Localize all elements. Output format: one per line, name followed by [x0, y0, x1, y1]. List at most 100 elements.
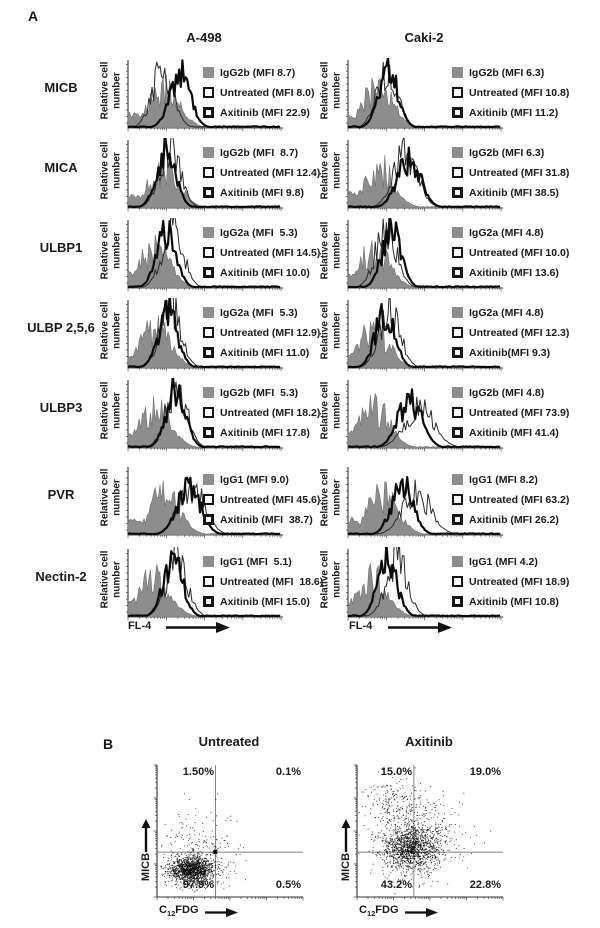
legend-label: Axitinib (MFI 10.0) — [220, 266, 310, 279]
marker-label: ULBP 2,5,6 — [27, 320, 95, 335]
legend: IgG1 (MFI 4.2) Untreated (MFI 18.9) Axitin… — [452, 555, 569, 615]
legend-swatch-axitinib-icon — [452, 347, 463, 358]
legend-swatch-isotype-icon — [203, 227, 214, 238]
y-axis-label-line1: Relative cell — [99, 141, 111, 200]
legend-swatch-axitinib-icon — [203, 107, 214, 118]
legend-entry: IgG1 (MFI 5.1) — [203, 555, 323, 568]
legend-swatch-untreated-icon — [452, 167, 463, 178]
legend-label: Axitinib (MFI 38.5) — [469, 186, 559, 199]
legend-label: Untreated (MFI 12.4) — [220, 166, 321, 179]
legend-swatch-isotype-icon — [452, 67, 463, 78]
y-axis-label-line1: Relative cell — [319, 468, 331, 527]
y-axis-label: Relative cell number — [320, 548, 343, 612]
quadrant-pct-lower-left: 97.9% — [182, 879, 214, 891]
legend-swatch-isotype-icon — [452, 227, 463, 238]
x-axis-label-c12fdg: C12FDG — [359, 904, 399, 919]
histogram-plot — [126, 547, 283, 621]
legend-entry: IgG2a (MFI 4.8) — [452, 306, 569, 319]
y-axis-label-line2: number — [331, 312, 342, 349]
legend-label: IgG2b (MFI 5.3) — [220, 386, 299, 399]
legend: IgG2a (MFI 4.8) Untreated (MFI 12.3) Axiti… — [452, 306, 569, 366]
y-axis-label: Relative cell number — [320, 59, 343, 123]
y-axis-label-line2: number — [331, 561, 342, 598]
legend-entry: Axitinib (MFI 11.0) — [203, 346, 320, 359]
legend-entry: Untreated (MFI 12.3) — [452, 326, 569, 339]
legend-label: Axitinib (MFI 22.9) — [220, 106, 310, 119]
quadrant-pct-lower-left: 43.2% — [380, 879, 412, 891]
legend-entry: Untreated (MFI 10.8) — [452, 86, 569, 99]
legend-label: Untreated (MFI 63.2) — [469, 493, 570, 506]
legend-label: Axitinib (MFI 41.4) — [469, 426, 559, 439]
legend-label: IgG2b (MFI 6.3) — [469, 66, 545, 79]
legend-label: Axitinib (MFI 38.7) — [220, 513, 313, 526]
legend-swatch-axitinib-icon — [452, 514, 463, 525]
histogram-plot — [126, 298, 283, 372]
legend-entry: Untreated (MFI 18.9) — [452, 575, 569, 588]
legend-entry: IgG2b (MFI 5.3) — [203, 386, 320, 399]
legend-swatch-untreated-icon — [203, 247, 214, 258]
legend-swatch-untreated-icon — [203, 327, 214, 338]
legend-entry: Axitinib (MFI 26.2) — [452, 513, 569, 526]
legend-swatch-isotype-icon — [452, 556, 463, 567]
y-axis-label: Relative cell number — [320, 466, 343, 530]
legend-entry: Untreated (MFI 73.9) — [452, 406, 569, 419]
legend-entry: Axitinib (MFI 41.4) — [452, 426, 569, 439]
legend: IgG2a (MFI 4.8) Untreated (MFI 10.0) Axiti… — [452, 226, 569, 286]
legend-swatch-untreated-icon — [203, 494, 214, 505]
legend: IgG2b (MFI 8.7) Untreated (MFI 8.0) Axitin… — [203, 66, 315, 126]
y-axis-label-line1: Relative cell — [99, 301, 111, 360]
y-axis-label: Relative cell number — [100, 139, 123, 203]
legend-entry: Axitinib(MFI 9.3) — [452, 346, 569, 359]
legend-entry: IgG2a (MFI 4.8) — [452, 226, 569, 239]
quadrant-pct-lower-right: 0.5% — [275, 879, 301, 891]
y-axis-label-micb: MICB — [340, 852, 352, 882]
y-axis-label: Relative cell number — [100, 379, 123, 443]
legend-entry: Axitinib (MFI 38.5) — [452, 186, 569, 199]
histogram-plot — [346, 218, 503, 292]
legend-label: IgG2b (MFI 8.7) — [220, 146, 299, 159]
legend: IgG2b (MFI 8.7) Untreated (MFI 12.4) Axiti… — [203, 146, 320, 206]
legend-swatch-axitinib-icon — [452, 267, 463, 278]
column-header-a498: A-498 — [186, 30, 222, 45]
legend-entry: Untreated (MFI 45.6) — [203, 493, 320, 506]
y-axis-label-line1: Relative cell — [319, 141, 331, 200]
legend-swatch-isotype-icon — [452, 147, 463, 158]
histogram-plot — [126, 218, 283, 292]
legend-swatch-axitinib-icon — [203, 347, 214, 358]
legend-entry: Axitinib (MFI 13.6) — [452, 266, 569, 279]
legend-swatch-isotype-icon — [452, 387, 463, 398]
y-axis-label-line1: Relative cell — [319, 301, 331, 360]
legend-label: IgG2a (MFI 4.8) — [469, 306, 544, 319]
marker-label: ULBP1 — [39, 240, 83, 255]
panel-a-label: A — [28, 8, 39, 24]
legend-swatch-untreated-icon — [203, 87, 214, 98]
legend-entry: Axitinib (MFI 10.8) — [452, 595, 569, 608]
legend-label: Untreated (MFI 12.9) — [220, 326, 321, 339]
legend-label: Axitinib (MFI 17.8) — [220, 426, 310, 439]
y-axis-label-line2: number — [111, 312, 122, 349]
histogram-plot — [346, 138, 503, 212]
legend-label: Untreated (MFI 45.6) — [220, 493, 321, 506]
legend: IgG2b (MFI 4.8) Untreated (MFI 73.9) Axiti… — [452, 386, 569, 446]
histogram-plot — [346, 58, 503, 132]
y-axis-label-line1: Relative cell — [99, 381, 111, 440]
y-axis-label: Relative cell number — [320, 299, 343, 363]
legend-swatch-axitinib-icon — [203, 267, 214, 278]
legend-swatch-isotype-icon — [203, 67, 214, 78]
legend-entry: Untreated (MFI 10.0) — [452, 246, 569, 259]
y-axis-arrow-icon — [141, 819, 151, 852]
legend-entry: Untreated (MFI 14.5) — [203, 246, 320, 259]
legend-label: Axitinib(MFI 9.3) — [469, 346, 551, 359]
legend-swatch-axitinib-icon — [452, 187, 463, 198]
legend-entry: Untreated (MFI 31.8) — [452, 166, 569, 179]
y-axis-label: Relative cell number — [100, 299, 123, 363]
x-axis-arrow-icon — [166, 622, 230, 633]
histogram-plot — [346, 380, 503, 452]
legend-swatch-isotype-icon — [203, 147, 214, 158]
y-axis-label-line2: number — [111, 561, 122, 598]
legend-swatch-untreated-icon — [452, 407, 463, 418]
legend-swatch-isotype-icon — [203, 556, 214, 567]
scatter-plot-untreated — [153, 764, 304, 901]
legend-label: Axitinib (MFI 11.0) — [220, 346, 310, 359]
